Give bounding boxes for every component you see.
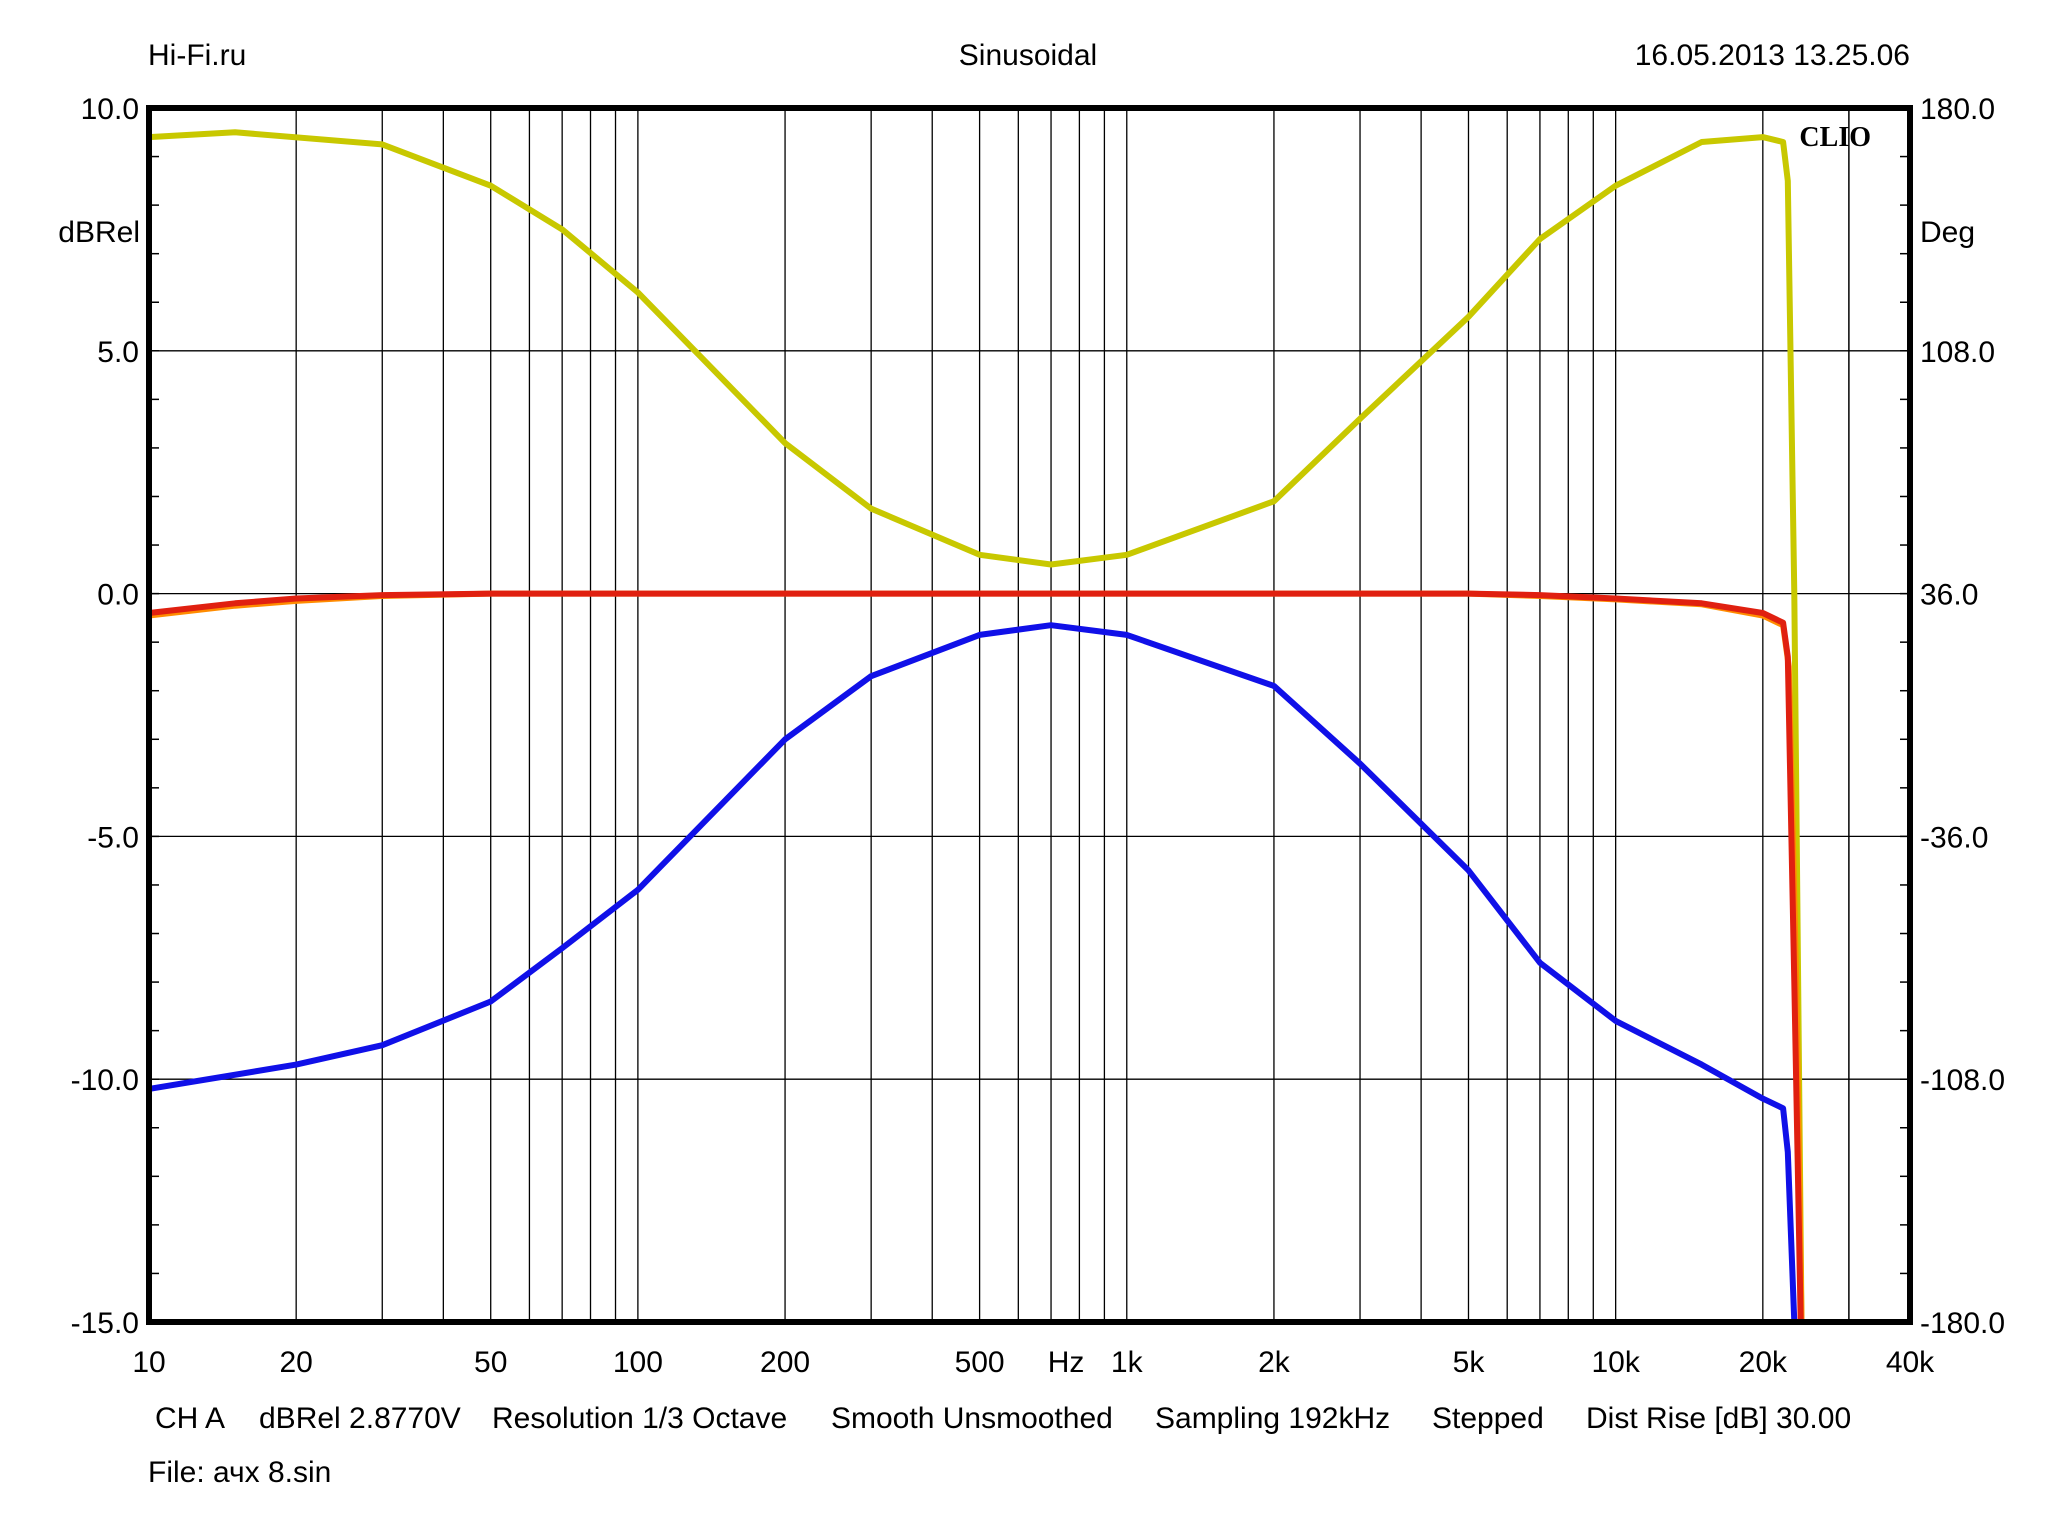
footer-reference: dBRel 2.8770V xyxy=(259,1402,461,1435)
footer-dist-rise: Dist Rise [dB] 30.00 xyxy=(1586,1402,1851,1435)
y-tick-label: -5.0 xyxy=(87,821,139,854)
y-tick-label: -15.0 xyxy=(71,1307,139,1340)
y-axis-right-label: Deg xyxy=(1920,216,1975,249)
y-right-tick-label: 108.0 xyxy=(1920,336,1995,369)
series-line-1 xyxy=(148,622,1798,1323)
x-tick-label: 5k xyxy=(1453,1346,1486,1379)
footer-mode: Stepped xyxy=(1432,1402,1544,1435)
series-line-3 xyxy=(148,590,1804,1323)
y-tick-label: -10.0 xyxy=(71,1064,139,1097)
footer-file: File: ачх 8.sin xyxy=(148,1456,331,1489)
footer-sampling: Sampling 192kHz xyxy=(1155,1402,1390,1435)
x-tick-label: 500 xyxy=(955,1346,1005,1379)
plot-frame xyxy=(146,105,1913,1325)
footer-resolution: Resolution 1/3 Octave xyxy=(492,1402,787,1435)
footer-channel: CH A xyxy=(155,1402,225,1435)
x-tick-label: 50 xyxy=(474,1346,507,1379)
clio-logo: CLIO xyxy=(1799,122,1871,153)
y-tick-label: 0.0 xyxy=(97,579,139,612)
y-right-tick-label: -108.0 xyxy=(1920,1064,2005,1097)
y-tick-label: 5.0 xyxy=(97,336,139,369)
y-axis-label: dBRel xyxy=(58,216,140,249)
footer-smooth: Smooth Unsmoothed xyxy=(831,1402,1113,1435)
y-right-tick-label: 180.0 xyxy=(1920,93,1995,126)
x-tick-label: 20k xyxy=(1739,1346,1788,1379)
x-tick-label: 100 xyxy=(613,1346,663,1379)
series-line-0 xyxy=(148,129,1805,1323)
header-left: Hi-Fi.ru xyxy=(148,39,246,72)
header-date: 16.05.2013 13.25.06 xyxy=(1635,39,1910,72)
x-tick-label: 2k xyxy=(1258,1346,1291,1379)
x-tick-label: 10k xyxy=(1591,1346,1640,1379)
y-right-tick-label: -36.0 xyxy=(1920,821,1988,854)
x-tick-label: 40k xyxy=(1886,1346,1935,1379)
x-tick-label: 1k xyxy=(1111,1346,1144,1379)
y-right-tick-label: -180.0 xyxy=(1920,1307,2005,1340)
x-unit-label: Hz xyxy=(1048,1346,1085,1379)
x-tick-label: 200 xyxy=(760,1346,810,1379)
curves xyxy=(148,129,1805,1323)
y-right-tick-label: 36.0 xyxy=(1920,579,1978,612)
x-tick-label: 10 xyxy=(132,1346,165,1379)
header-center: Sinusoidal xyxy=(959,39,1097,72)
grid xyxy=(149,107,1910,1323)
y-tick-label: 10.0 xyxy=(81,93,139,126)
axes: 10 20 50 100 200 500 1k 2k 5k 10k 20k 40k Hz 10.0 5.0 0… xyxy=(71,93,2005,1379)
footer: CH A dBRel 2.8770V Resolution 1/3 Octave… xyxy=(148,1402,1851,1489)
series-line-2 xyxy=(148,590,1805,1323)
x-tick-label: 20 xyxy=(279,1346,312,1379)
